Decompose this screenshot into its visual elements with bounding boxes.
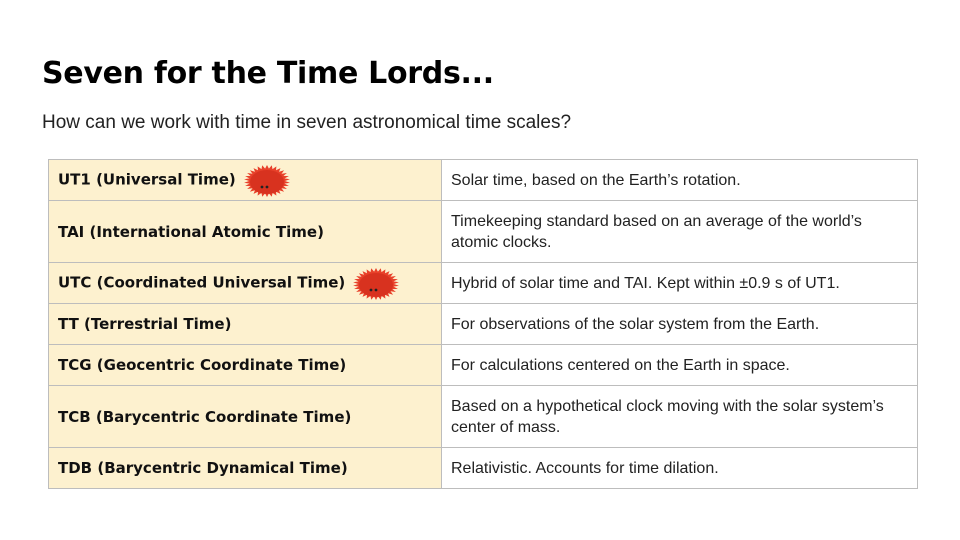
table-row: TDB (Barycentric Dynamical Time) Relativ…	[48, 447, 918, 489]
scale-name: TCG (Geocentric Coordinate Time)	[58, 356, 347, 374]
scale-name-cell: TDB (Barycentric Dynamical Time)	[48, 447, 442, 489]
fuzzy-mascot-icon	[353, 268, 400, 300]
description-cell: Hybrid of solar time and TAI. Kept withi…	[441, 262, 918, 304]
scale-name-cell: TT (Terrestrial Time)	[48, 303, 442, 345]
scale-name-cell: UT1 (Universal Time)	[48, 159, 442, 201]
description-cell: Relativistic. Accounts for time dilation…	[441, 447, 918, 489]
scale-name-cell: UTC (Coordinated Universal Time)	[48, 262, 442, 304]
scale-name: UT1 (Universal Time)	[58, 170, 236, 189]
table-row: TT (Terrestrial Time) For observations o…	[48, 303, 918, 345]
table-row: UTC (Coordinated Universal Time) Hybrid …	[48, 262, 918, 304]
scale-name: TDB (Barycentric Dynamical Time)	[58, 459, 348, 477]
description-cell: Solar time, based on the Earth’s rotatio…	[441, 159, 918, 201]
table-row: UT1 (Universal Time) Solar time, based o…	[48, 159, 918, 201]
scale-name-cell: TCG (Geocentric Coordinate Time)	[48, 344, 442, 386]
scale-name: TCB (Barycentric Coordinate Time)	[58, 407, 352, 426]
description-cell: For observations of the solar system fro…	[441, 303, 918, 345]
slide-title: Seven for the Time Lords...	[42, 56, 494, 91]
time-scales-table: UT1 (Universal Time) Solar time, based o…	[48, 159, 918, 489]
slide-subtitle: How can we work with time in seven astro…	[42, 112, 572, 133]
description-cell: Based on a hypothetical clock moving wit…	[441, 385, 918, 448]
description-cell: Timekeeping standard based on an average…	[441, 200, 918, 263]
fuzzy-mascot-icon	[243, 165, 290, 197]
scale-name-cell: TCB (Barycentric Coordinate Time)	[48, 385, 442, 448]
scale-name: UTC (Coordinated Universal Time)	[58, 273, 346, 292]
scale-name: TAI (International Atomic Time)	[58, 222, 324, 241]
scale-name: TT (Terrestrial Time)	[58, 315, 232, 333]
scale-name-cell: TAI (International Atomic Time)	[48, 200, 442, 263]
table-row: TCB (Barycentric Coordinate Time) Based …	[48, 385, 918, 448]
table-row: TAI (International Atomic Time) Timekeep…	[48, 200, 918, 263]
description-cell: For calculations centered on the Earth i…	[441, 344, 918, 386]
table-row: TCG (Geocentric Coordinate Time) For cal…	[48, 344, 918, 386]
